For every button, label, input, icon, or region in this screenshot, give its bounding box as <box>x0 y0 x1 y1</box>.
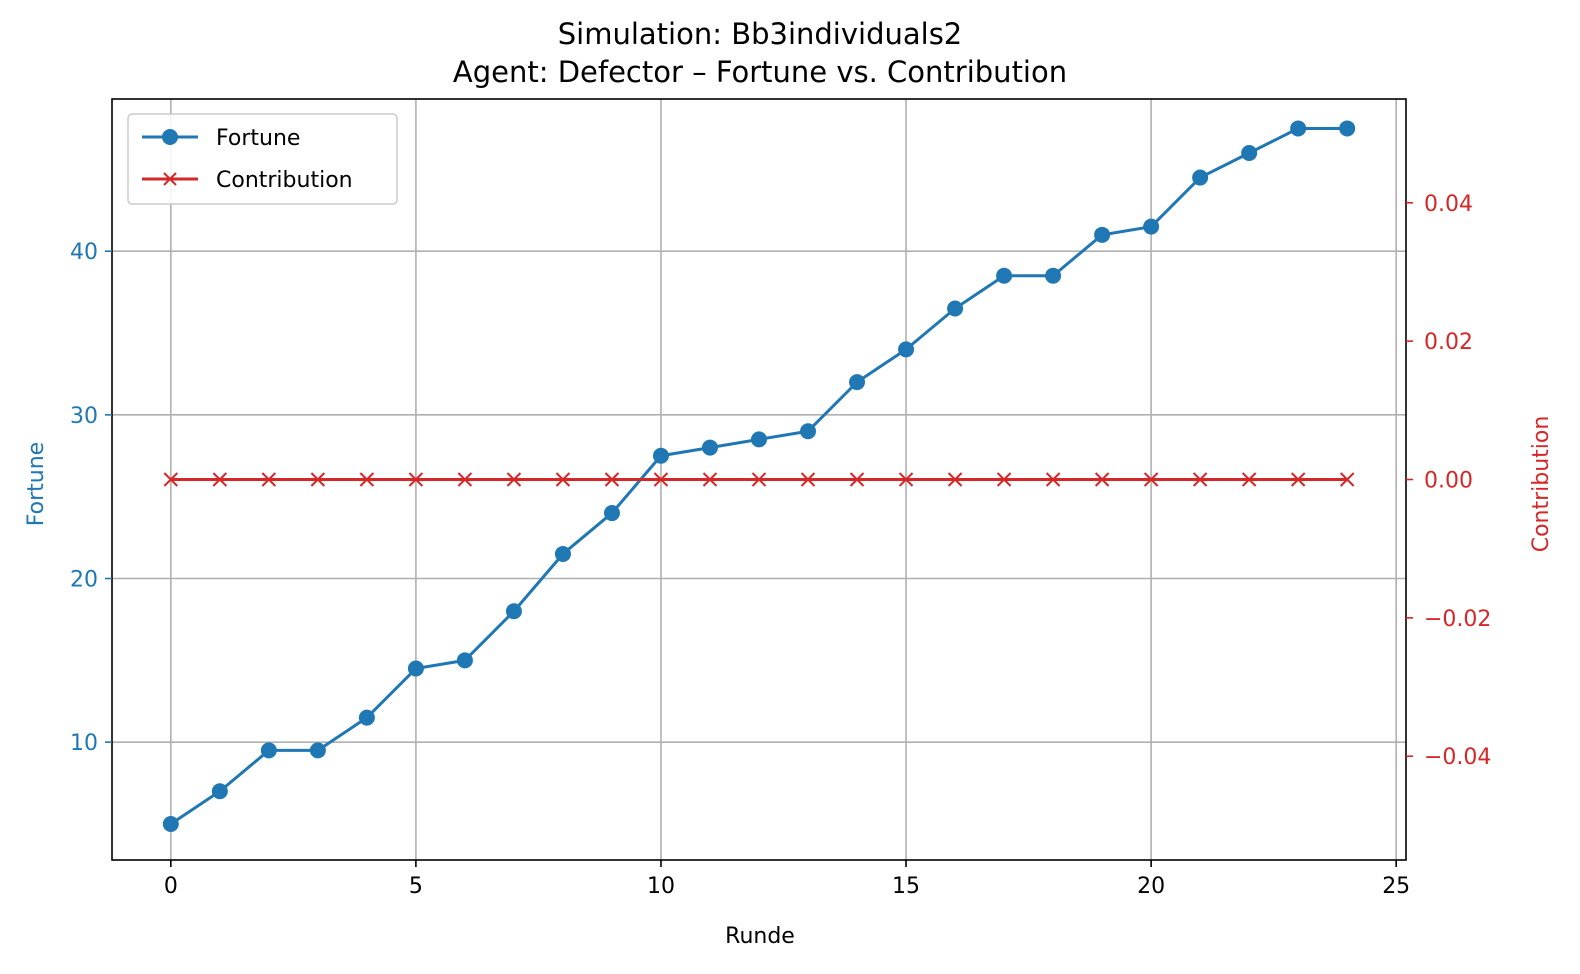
fortune-point <box>800 423 817 440</box>
y-tick-label: 10 <box>70 731 98 756</box>
fortune-point <box>554 545 571 562</box>
contribution-point <box>1241 472 1257 487</box>
contribution-point <box>947 472 963 487</box>
fortune-point <box>1192 169 1209 186</box>
contribution-point <box>506 472 522 487</box>
y-axis-label: Fortune <box>24 442 49 526</box>
contribution-point <box>1339 472 1355 487</box>
fortune-point <box>898 341 915 358</box>
y-tick-label: 40 <box>70 240 98 265</box>
contribution-point <box>996 472 1012 487</box>
fortune-point <box>1339 120 1356 137</box>
legend-contribution-marker <box>163 172 177 186</box>
fortune-point <box>996 267 1013 284</box>
contribution-point <box>1192 472 1208 487</box>
fortune-point <box>505 603 522 620</box>
contribution-point <box>310 472 326 487</box>
contribution-point <box>163 472 179 487</box>
y2-tick-label: 0.04 <box>1424 192 1473 217</box>
fortune-point <box>309 742 326 759</box>
fortune-point <box>701 439 718 456</box>
legend-fortune-label: Fortune <box>216 126 300 151</box>
y2-tick-label: 0.00 <box>1424 469 1473 494</box>
fortune-point <box>849 374 866 391</box>
x-tick-label: 15 <box>892 874 920 899</box>
fortune-point <box>751 431 767 448</box>
y-tick-label: 20 <box>70 568 98 593</box>
fortune-point <box>1094 226 1111 243</box>
legend-fortune-marker <box>162 129 178 145</box>
y2-tick-label: 0.02 <box>1424 330 1473 355</box>
contribution-point <box>408 472 424 487</box>
x-tick-label: 10 <box>647 874 675 899</box>
contribution-point <box>849 472 865 487</box>
y2-tick-label: −0.04 <box>1424 745 1491 770</box>
fortune-point <box>211 783 228 800</box>
fortune-point <box>1241 145 1258 162</box>
contribution-point <box>1045 472 1061 487</box>
axes-layer: 0 5 10 15 20 25 10 20 30 40 −0.04 −0.02 0.00 0.02 0.04 <box>70 98 1491 899</box>
contribution-point <box>212 472 228 487</box>
contribution-point <box>1094 472 1110 487</box>
fortune-point <box>603 505 620 522</box>
fortune-point <box>947 300 964 317</box>
contribution-point <box>1143 472 1159 487</box>
contribution-point <box>1290 472 1306 487</box>
contribution-point <box>800 472 816 487</box>
y2-axis-label: Contribution <box>1529 416 1554 553</box>
chart-title: Simulation: Bb3individuals2 <box>558 17 963 51</box>
x-tick-label: 5 <box>409 874 423 899</box>
contribution-point <box>359 472 375 487</box>
y-tick-label: 30 <box>70 404 98 429</box>
contribution-point <box>702 472 718 487</box>
fortune-point <box>162 815 179 832</box>
contribution-point <box>653 472 669 487</box>
contribution-point <box>898 472 914 487</box>
x-tick-label: 25 <box>1382 874 1410 899</box>
y2-tick-label: −0.02 <box>1424 607 1491 632</box>
series-layer <box>162 120 1356 832</box>
contribution-point <box>751 472 767 487</box>
fortune-point <box>456 652 473 669</box>
legend: Fortune Contribution <box>127 113 398 205</box>
fortune-point <box>358 709 375 726</box>
fortune-point <box>1290 120 1307 137</box>
chart-subtitle: Agent: Defector – Fortune vs. Contributi… <box>453 55 1067 89</box>
fortune-point <box>407 660 424 677</box>
x-tick-label: 0 <box>164 874 178 899</box>
legend-contribution-label: Contribution <box>216 168 353 193</box>
x-axis-label: Runde <box>725 924 795 949</box>
contribution-point <box>555 472 571 487</box>
fortune-point <box>1143 218 1160 235</box>
fortune-point <box>1045 267 1062 284</box>
x-tick-label: 20 <box>1137 874 1165 899</box>
contribution-point <box>261 472 277 487</box>
fortune-point <box>652 447 669 464</box>
contribution-point <box>604 472 620 487</box>
contribution-point <box>457 472 473 487</box>
fortune-point <box>260 742 277 759</box>
